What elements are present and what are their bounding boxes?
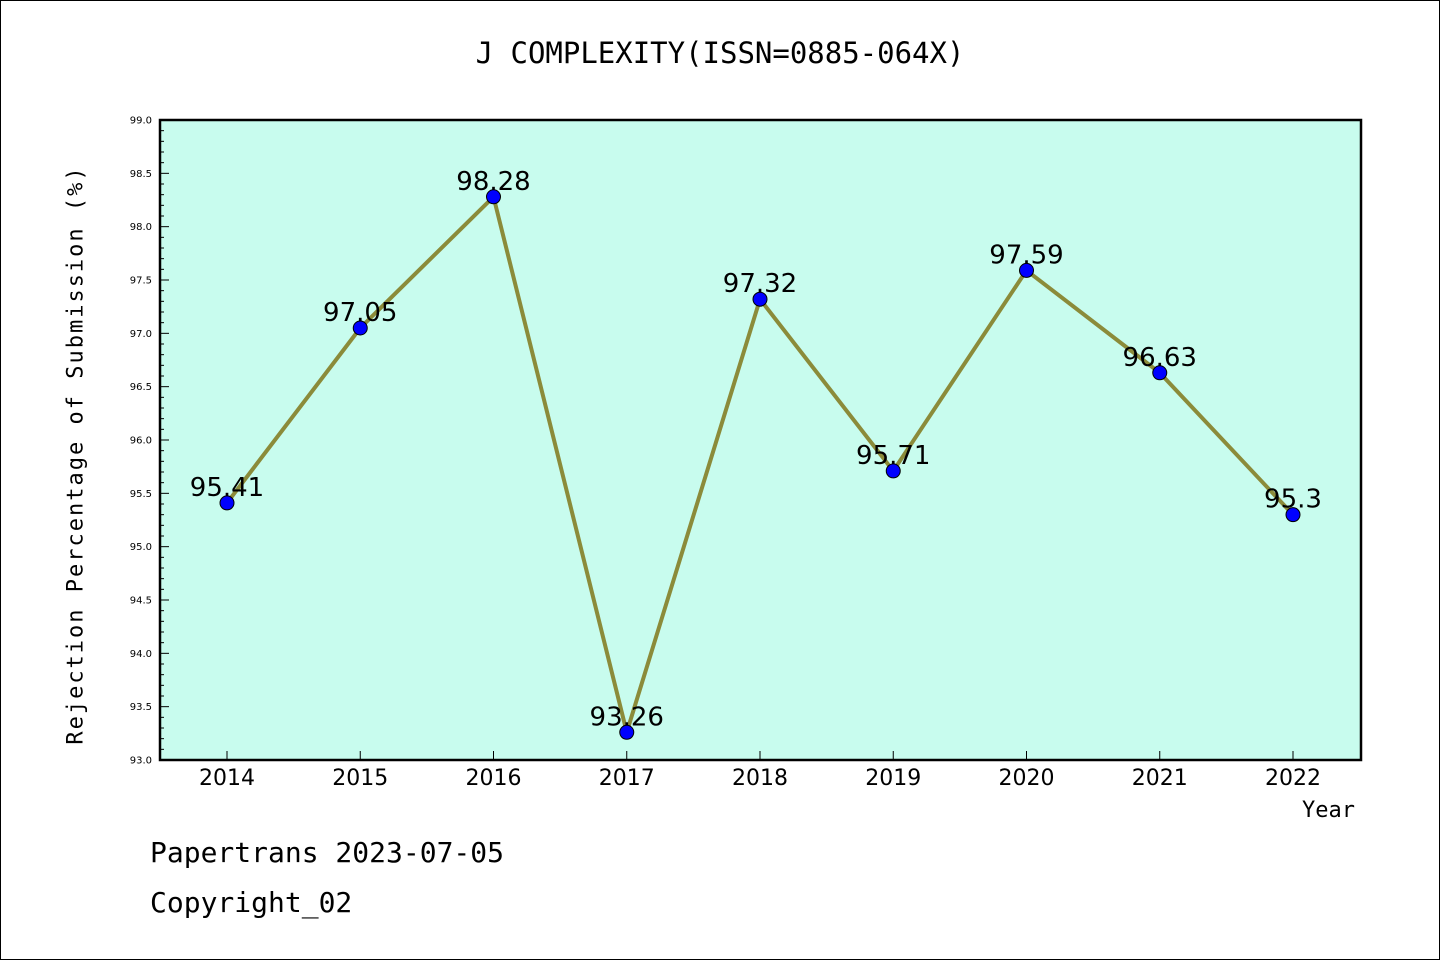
y-tick-label: 97.0 (130, 329, 152, 340)
x-tick-label: 2019 (865, 766, 921, 791)
x-axis-label: Year (1302, 798, 1355, 823)
x-tick-label: 2016 (466, 766, 522, 791)
data-point (1285, 507, 1301, 523)
x-axis: 2014 2015 2016 2017 2018 2019 2020 2021 2022 (199, 751, 1321, 791)
data-label: 95.3 (1264, 485, 1322, 515)
data-point (752, 291, 768, 307)
data-point (1019, 262, 1034, 278)
plot-area (160, 120, 1361, 760)
data-label: 97.59 (989, 240, 1063, 270)
data-label: 96.63 (1123, 343, 1197, 373)
y-tick-label: 93.5 (130, 702, 152, 713)
data-point (352, 320, 368, 336)
data-label: 95.71 (856, 441, 930, 471)
data-markers (219, 189, 1301, 740)
y-tick-label: 98.5 (130, 169, 152, 180)
data-label: 95.41 (190, 473, 264, 503)
footer-publisher: Papertrans 2023-07-05 (150, 836, 505, 869)
data-label: 93.26 (590, 702, 664, 732)
y-tick-label: 96.5 (130, 382, 152, 393)
data-point (1152, 365, 1168, 381)
footer-copyright: Copyright_02 (150, 886, 353, 919)
data-point (486, 189, 501, 205)
x-tick-label: 2017 (599, 766, 655, 791)
y-tick-label: 99.0 (130, 116, 152, 127)
data-label: 97.05 (323, 298, 397, 328)
y-tick-label: 94.0 (130, 649, 152, 660)
y-tick-label: 98.0 (130, 222, 152, 233)
y-tick-label: 94.5 (130, 596, 152, 607)
y-tick-label: 93.0 (130, 756, 152, 767)
chart-title: J COMPLEXITY(ISSN=0885-064X) (475, 36, 965, 70)
data-point (219, 495, 235, 511)
y-tick-label: 95.5 (130, 489, 152, 500)
data-point (885, 463, 901, 479)
y-tick-label: 96.0 (130, 436, 152, 447)
x-tick-label: 2015 (332, 766, 388, 791)
data-point (619, 724, 635, 740)
data-labels: 95.41 97.05 98.28 93.26 97.32 95.71 97.59 96.63… (190, 167, 1322, 732)
x-tick-label: 2022 (1265, 766, 1321, 791)
data-label: 98.28 (456, 167, 530, 197)
data-label: 97.32 (723, 269, 797, 299)
y-tick-label: 95.0 (130, 542, 152, 553)
x-tick-label: 2014 (199, 766, 255, 791)
plot-border (158, 118, 1363, 762)
x-tick-label: 2021 (1132, 766, 1188, 791)
x-tick-label: 2020 (999, 766, 1055, 791)
x-tick-label: 2018 (732, 766, 788, 791)
y-tick-label: 97.5 (130, 276, 152, 287)
